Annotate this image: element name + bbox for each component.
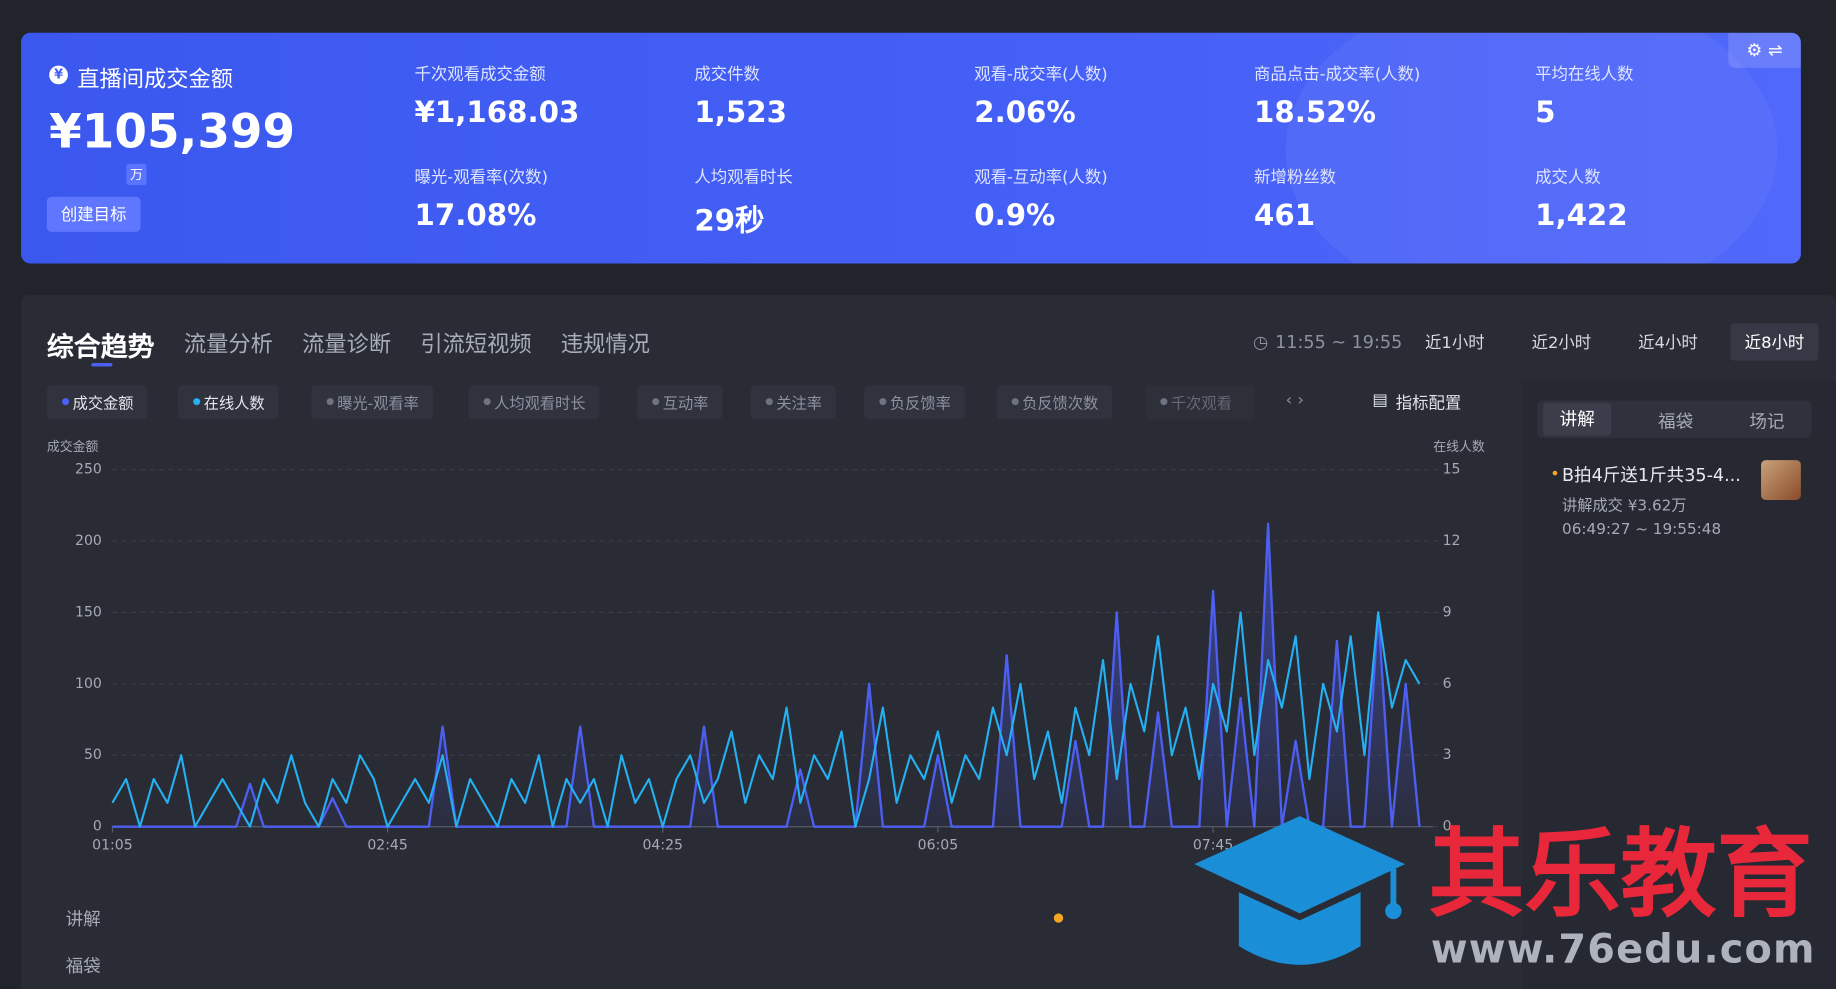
metric-label: 平均在线人数 xyxy=(1535,65,1634,85)
watermark-title: 其乐教育 xyxy=(1429,818,1813,930)
metric-pill[interactable]: 负反馈率 xyxy=(864,385,965,420)
metric-value: 461 xyxy=(1254,197,1316,232)
row-label: 福袋 xyxy=(65,955,101,977)
tab[interactable]: 流量分析 xyxy=(183,331,273,358)
range-button[interactable]: 近1小时 xyxy=(1425,333,1485,353)
icon: ¥ xyxy=(49,65,68,85)
y-tick-label: 150 xyxy=(75,604,102,620)
metric-label: 成交件数 xyxy=(694,65,760,85)
metric-label: 人均观看时长 xyxy=(694,168,793,188)
legend-dot xyxy=(62,398,70,406)
legend-dot xyxy=(193,398,201,406)
metric-value: 1,523 xyxy=(694,94,787,129)
metric-pill[interactable]: 关注率 xyxy=(750,385,837,420)
y-tick-label: 250 xyxy=(75,462,102,478)
y-tick-label: 100 xyxy=(75,676,102,692)
event-dot[interactable] xyxy=(1053,913,1064,923)
metric-config[interactable]: 指标配置 xyxy=(1395,394,1462,414)
metric-value: 1,422 xyxy=(1535,197,1628,232)
item-thumbnail xyxy=(1761,460,1801,500)
banner-tools[interactable]: ⚙ ⇌ xyxy=(1728,32,1801,68)
y-tick-label: 0 xyxy=(93,819,102,835)
metric-dot xyxy=(879,398,887,406)
y2-tick-label: 0 xyxy=(1443,819,1452,835)
x-tick-label: 01:05 xyxy=(92,837,132,853)
time-range: 11:55 ~ 19:55 xyxy=(1275,331,1403,353)
x-tick-label: 07:45 xyxy=(1193,837,1233,853)
watermark-logo xyxy=(1194,816,1406,965)
metric-dot xyxy=(1011,398,1019,406)
metric-value: 29秒 xyxy=(694,203,765,238)
tab[interactable]: 综合趋势 xyxy=(46,332,155,363)
x-tick-label: 06:05 xyxy=(918,837,958,853)
metric-value: 17.08% xyxy=(414,197,537,232)
y2-axis-label: 在线人数 xyxy=(1433,440,1485,455)
decor xyxy=(1285,32,1778,264)
y2-tick-label: 3 xyxy=(1443,747,1452,763)
range-button[interactable]: 近8小时 xyxy=(1730,323,1819,361)
metric-value: 2.06% xyxy=(974,94,1076,129)
range-button[interactable]: 近4小时 xyxy=(1638,333,1698,353)
summary-title: 直播间成交金额 xyxy=(77,66,234,93)
metric-label: 千次观看成交金额 xyxy=(414,65,546,85)
y-tick-label: 200 xyxy=(75,533,102,549)
unit-badge: 万 xyxy=(126,163,147,186)
series-line xyxy=(112,522,1421,828)
range-button[interactable]: 近2小时 xyxy=(1531,333,1592,353)
create-goal-button[interactable]: 创建目标 xyxy=(46,196,141,232)
plot: 成交金额 在线人数 0 50 100 150 200 250 0 3 6 9 12 15 01:05 02:4… xyxy=(47,439,1485,854)
metric-value: ¥1,168.03 xyxy=(414,94,580,129)
tab-underline xyxy=(91,362,113,367)
side-tab[interactable]: 场记 xyxy=(1749,410,1785,433)
summary-banner: ¥ 直播间成交金额 ¥105,399 万 创建目标 ⚙ ⇌ 千次观看成交金额 ¥1… xyxy=(21,32,1801,264)
tab[interactable]: 违规情况 xyxy=(560,331,650,358)
row-label: 讲解 xyxy=(65,908,101,930)
side-tab[interactable]: 福袋 xyxy=(1658,410,1694,433)
bullet xyxy=(1552,470,1558,476)
y2-tick-label: 15 xyxy=(1443,462,1461,478)
y2-tick-label: 12 xyxy=(1443,533,1461,549)
y-tick-label: 50 xyxy=(84,747,102,763)
metric-label: 新增粉丝数 xyxy=(1254,168,1337,188)
metric-dot xyxy=(326,398,334,406)
item-title[interactable]: B拍4斤送1斤共35-4... xyxy=(1562,464,1741,486)
metric-label: 商品点击-成交率(人数) xyxy=(1254,65,1421,85)
item-sales: 讲解成交 ¥3.62万 xyxy=(1562,497,1687,516)
metric-value: 18.52% xyxy=(1254,94,1376,129)
tab[interactable]: 引流短视频 xyxy=(420,331,532,358)
metric-dot xyxy=(483,398,491,406)
metric-dot xyxy=(1160,398,1168,406)
y2-tick-label: 6 xyxy=(1443,676,1452,692)
x-tick-label: 02:45 xyxy=(367,837,407,853)
legend-pill[interactable]: 成交金额 xyxy=(46,385,148,420)
metric-value: 5 xyxy=(1535,94,1556,129)
summary-value: ¥105,399 xyxy=(49,105,296,160)
tab[interactable]: 流量诊断 xyxy=(302,331,392,358)
side-panel: B拍4斤送1斤共35-4... 讲解成交 ¥3.62万 06:49:27 ~ 1… xyxy=(1522,380,1836,989)
metric-pill[interactable]: 互动率 xyxy=(636,385,723,420)
y2-tick-label: 9 xyxy=(1443,604,1452,620)
y-axis-label: 成交金额 xyxy=(47,439,99,455)
metric-label: 成交人数 xyxy=(1535,168,1601,188)
x-tick-label: 04:25 xyxy=(642,837,682,853)
metric-label: 曝光-观看率(次数) xyxy=(414,168,548,188)
metric-label: 观看-成交率(人数) xyxy=(974,65,1108,85)
item-time: 06:49:27 ~ 19:55:48 xyxy=(1562,521,1722,539)
metric-dot xyxy=(765,398,773,406)
metric-label: 观看-互动率(人数) xyxy=(974,168,1108,188)
metric-dot xyxy=(652,398,660,406)
metric-value: 0.9% xyxy=(974,197,1056,232)
side-tab[interactable]: 讲解 xyxy=(1543,402,1612,436)
watermark-url: www.76edu.com xyxy=(1431,926,1816,972)
clock-icon: ◷ xyxy=(1252,331,1269,353)
metric-pill[interactable]: 千次观看 xyxy=(1145,385,1256,420)
legend-pill[interactable]: 在线人数 xyxy=(177,385,279,420)
series-line xyxy=(111,611,1421,828)
pager[interactable]: ‹ › xyxy=(1285,391,1305,410)
config-icon: ▤ xyxy=(1372,391,1388,410)
series-area xyxy=(112,523,1420,827)
